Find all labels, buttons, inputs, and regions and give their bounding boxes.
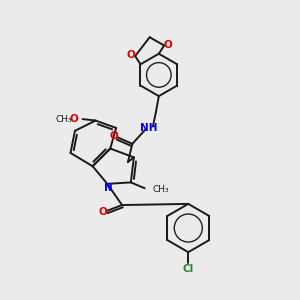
Text: N: N [104, 183, 113, 193]
Text: CH₃: CH₃ [152, 185, 169, 194]
Text: O: O [164, 40, 172, 50]
Text: O: O [70, 114, 79, 124]
Text: O: O [98, 207, 107, 218]
Text: O: O [127, 50, 135, 61]
Text: Cl: Cl [183, 264, 194, 274]
Text: O: O [110, 131, 118, 141]
Text: CH₃: CH₃ [56, 115, 72, 124]
Text: NH: NH [140, 123, 157, 133]
